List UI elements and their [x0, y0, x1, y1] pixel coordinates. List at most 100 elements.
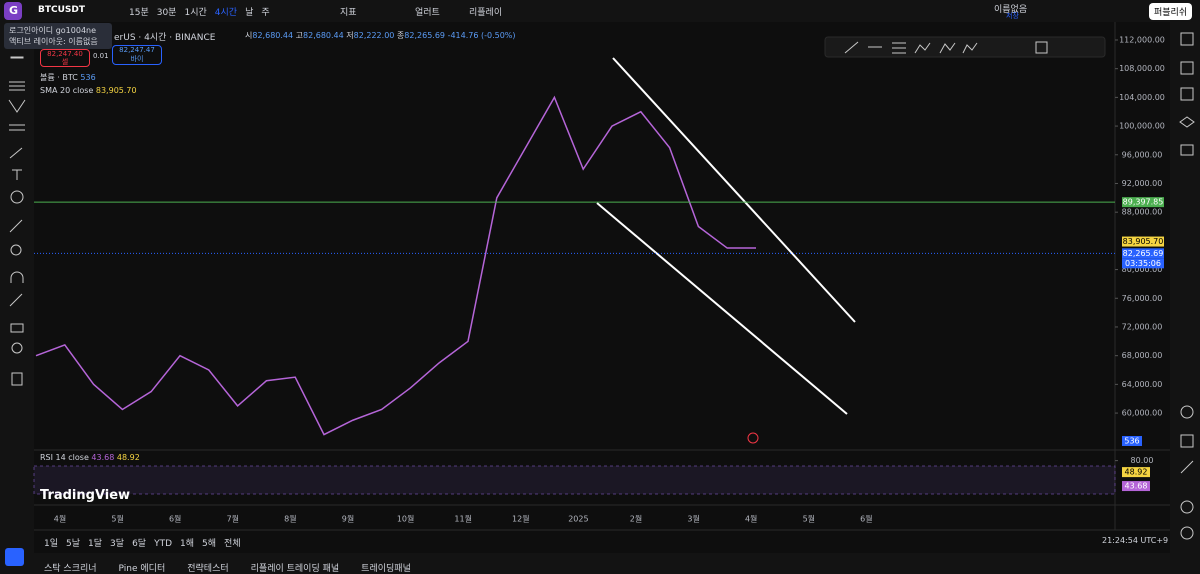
ohlc-value: 82,265.69: [404, 31, 446, 40]
x-tick-label: 9월: [342, 514, 354, 524]
layout-name[interactable]: 이름없음: [994, 5, 1028, 15]
y-tick-label: 108,000.00: [1119, 64, 1165, 73]
buy-price: 82,247.47: [119, 46, 155, 54]
tooltip-line: 액티브 레이아웃: 이름없음: [9, 37, 98, 46]
y-tick-label: 100,000.00: [1119, 122, 1165, 131]
tab-list: 스탁 스크리너 Pine 에디터 전략테스터 리플레이 트레이딩 패널 트레이딩패널: [44, 561, 433, 574]
y-tick-label: 68,000.00: [1122, 351, 1163, 360]
sma-tag: [1122, 236, 1164, 247]
range[interactable]: 1일: [44, 539, 59, 549]
range-list: 1일 5날 1달 3달 6달 YTD 1해 5해 전체: [44, 536, 249, 549]
toolbar-icons: [8, 32, 1195, 540]
ohlc: 시82,680.44 고82,680.44 저82,222.00 종82,265…: [245, 30, 516, 41]
interval[interactable]: 30분: [156, 8, 177, 18]
event-marker[interactable]: [747, 432, 759, 444]
interval-list: 15분 30분 1시간 4시간 날 주: [129, 5, 278, 18]
ohlc-value: 82,222.00: [353, 31, 395, 40]
price-level-label: 89,397.85: [1123, 198, 1164, 207]
x-tick-label: 2025: [568, 515, 588, 524]
tab[interactable]: 스탁 스크리너: [44, 564, 97, 574]
favorites-btn[interactable]: [5, 548, 24, 566]
drawing-toolbar[interactable]: [824, 36, 1106, 58]
rsi-legend: RSI 14 close 43.68 48.92: [40, 453, 140, 462]
sell-label: 셀: [61, 58, 69, 66]
ohlc-label: 종: [396, 31, 405, 40]
tooltip: 로그인아이디 go1004ne 액티브 레이아웃: 이름없음: [4, 23, 112, 49]
rsi-band: [33, 465, 1116, 495]
y-tick-label: 104,000.00: [1119, 93, 1165, 102]
tab[interactable]: 전략테스터: [187, 564, 229, 574]
range[interactable]: 전체: [224, 539, 241, 549]
price-line: [35, 95, 756, 436]
qty[interactable]: 0.01: [93, 52, 109, 60]
interval[interactable]: 1시간: [184, 8, 207, 18]
range[interactable]: 1해: [180, 539, 195, 549]
y-tick-label: 76,000.00: [1122, 294, 1163, 303]
ohlc-label: 저: [346, 31, 354, 40]
tab[interactable]: 트레이딩패널: [361, 564, 411, 574]
price-level-tag: [1122, 197, 1164, 208]
symbol[interactable]: BTCUSDT: [38, 5, 86, 15]
clock: 21:24:54 UTC+9: [1102, 536, 1169, 545]
rsi-tag: [1122, 467, 1150, 478]
y-tick-label: 72,000.00: [1122, 322, 1163, 331]
countdown-tag: [1122, 258, 1164, 269]
top-bar-bg: [0, 0, 1200, 22]
ohlc-value: 82,680.44: [252, 31, 294, 40]
interval[interactable]: 날: [245, 8, 254, 18]
countdown: 03:35:06: [1125, 259, 1161, 268]
trend-line[interactable]: [612, 57, 856, 323]
range[interactable]: 5날: [66, 539, 81, 549]
range[interactable]: 5해: [202, 539, 217, 549]
x-tick-label: 11월: [454, 514, 472, 524]
x-tick-label: 10월: [397, 514, 415, 524]
symbol-desc: erUS · 4시간 · BINANCE: [114, 33, 216, 43]
left-toolbar-bg: [0, 22, 34, 574]
range[interactable]: 3달: [110, 539, 125, 549]
ohlc-value: 82,680.44: [303, 31, 344, 40]
rsi-ma-value: 48.92: [116, 453, 140, 462]
volume-label: 볼륨 · BTC: [40, 73, 78, 82]
y-tick-label: 64,000.00: [1122, 380, 1163, 389]
x-tick-label: 4월: [54, 514, 66, 524]
save[interactable]: 저장: [1006, 12, 1019, 20]
volume-tag-label: 536: [1124, 437, 1139, 446]
replay[interactable]: 리플레이: [469, 8, 503, 18]
ohlc-label: 고: [295, 31, 304, 40]
sma-value: 83,905.70: [95, 86, 137, 95]
trend-line[interactable]: [596, 202, 848, 415]
x-tick-label: 5월: [111, 514, 123, 524]
volume-legend: 볼륨 · BTC 536: [40, 72, 96, 83]
right-sidebar-bg: [1170, 22, 1200, 574]
sell-price: 82,247.40: [47, 50, 83, 58]
y-tick-label: 92,000.00: [1122, 179, 1163, 188]
rsi-label: RSI 14 close: [40, 453, 89, 462]
x-tick-label: 8월: [284, 514, 296, 524]
ohlc-change: -414.76 (-0.50%): [447, 31, 516, 40]
range[interactable]: 6달: [132, 539, 147, 549]
range[interactable]: YTD: [154, 539, 173, 549]
rsi-tag: [1122, 481, 1150, 492]
y-tick-label: 60,000.00: [1122, 409, 1163, 418]
publish[interactable]: 퍼블리쉬: [1149, 3, 1193, 20]
alerts[interactable]: 얼러트: [415, 8, 440, 18]
price-level-label: 82,265.69: [1123, 249, 1164, 258]
buy-button[interactable]: 82,247.47 바이: [112, 45, 162, 65]
range[interactable]: 1달: [88, 539, 103, 549]
y-tick-label: 112,000.00: [1119, 35, 1165, 44]
sell-button[interactable]: 82,247.40 셀: [40, 49, 90, 67]
bottom-tabs-bg: [0, 553, 1170, 574]
interval[interactable]: 15분: [129, 8, 149, 18]
tab[interactable]: 리플레이 트레이딩 패널: [250, 564, 340, 574]
buy-label: 바이: [130, 55, 144, 63]
interval[interactable]: 주: [261, 8, 270, 18]
rsi-tag-label: 48.92: [1125, 468, 1148, 477]
indicators[interactable]: 지표: [340, 8, 357, 18]
avatar[interactable]: G: [9, 4, 19, 17]
tab[interactable]: Pine 에디터: [118, 564, 166, 574]
interval[interactable]: 4시간: [214, 8, 238, 18]
sma-tag-label: 83,905.70: [1123, 237, 1164, 246]
avatar-bg[interactable]: [4, 2, 22, 20]
